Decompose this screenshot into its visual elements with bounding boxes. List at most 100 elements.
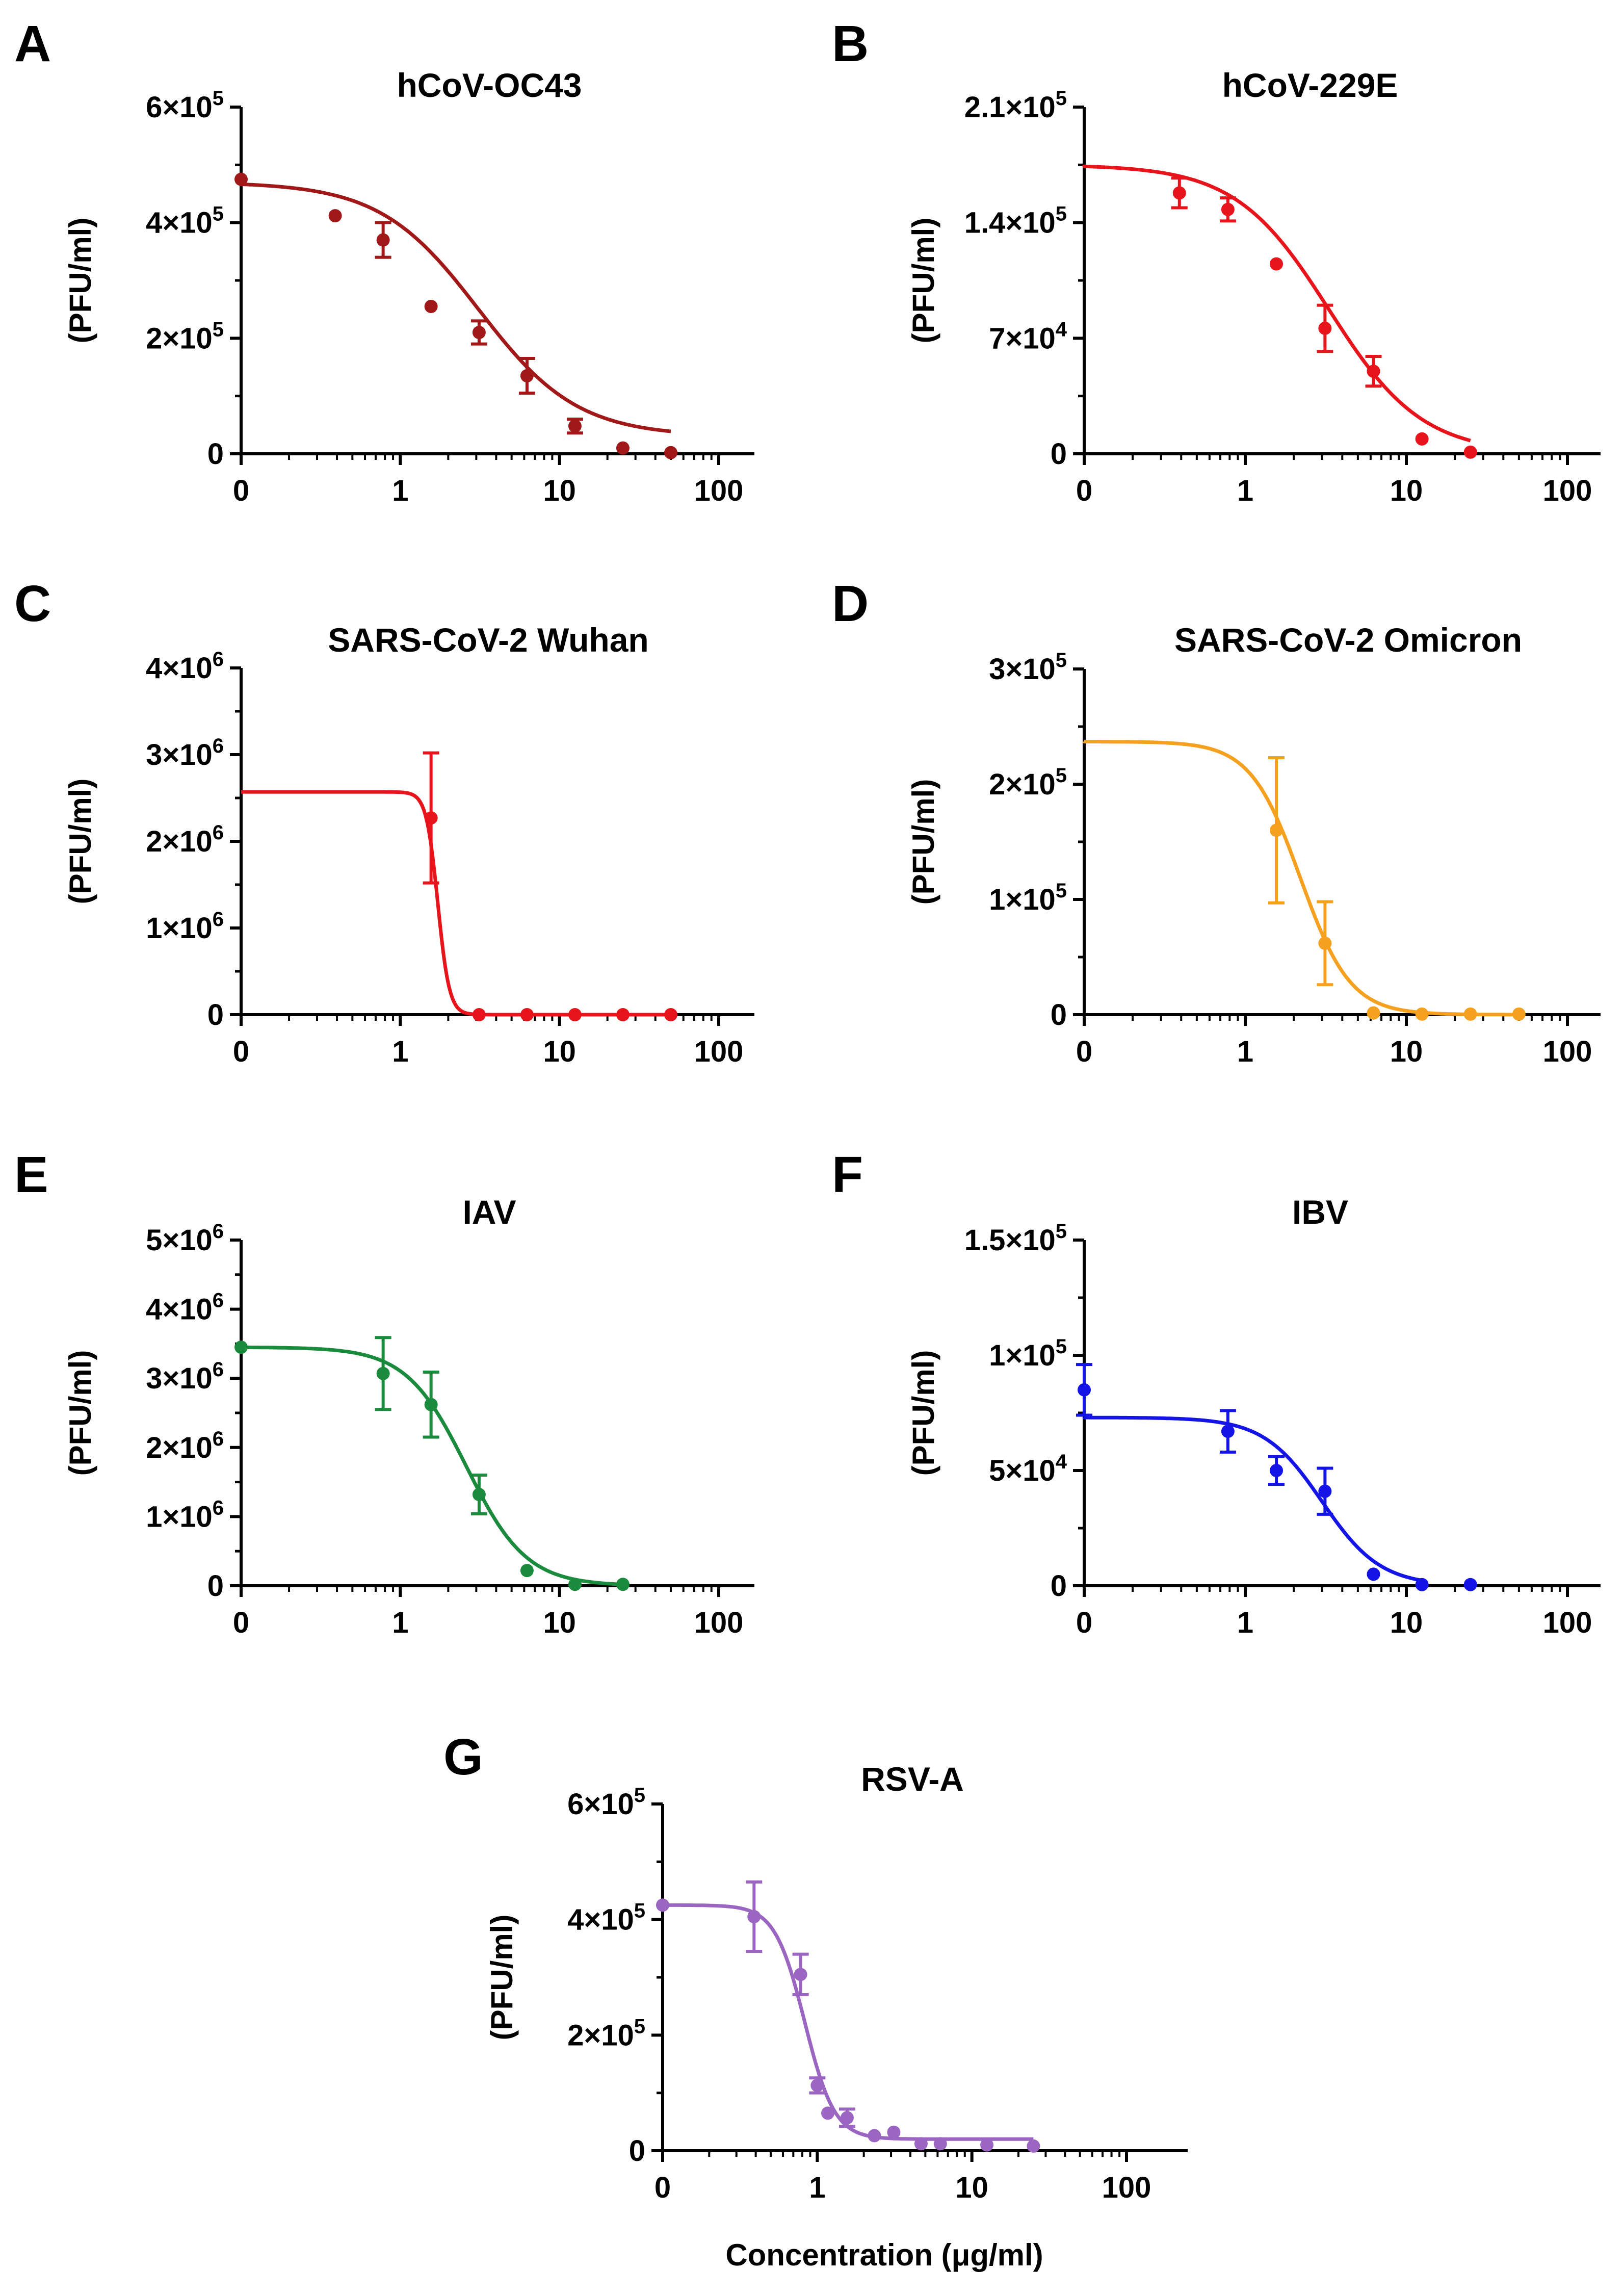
fit-curve <box>1082 740 1519 1017</box>
y-tick-mantissa: 2×10 <box>989 768 1056 801</box>
y-tick-exponent: 5 <box>1056 203 1067 225</box>
y-tick-exponent: 6 <box>213 648 224 671</box>
y-tick-label: 1.4×105 <box>964 203 1067 240</box>
data-point <box>1270 257 1284 271</box>
y-tick-label: 7×104 <box>989 318 1067 355</box>
y-axis-title: (PFU/ml) <box>63 218 97 344</box>
y-tick-mantissa: 0 <box>1051 998 1067 1032</box>
x-tick-label: 10 <box>1390 474 1423 507</box>
y-tick-label: 6×105 <box>146 87 224 124</box>
y-tick-label: 1×106 <box>146 908 224 945</box>
y-tick-mantissa: 4×10 <box>146 652 213 685</box>
y-tick-label: 2×106 <box>146 821 224 858</box>
y-axis-title: (PFU/ml) <box>63 1350 97 1476</box>
y-axis-title: (PFU/ml) <box>63 779 97 905</box>
y-axis-title: (PFU/ml) <box>906 1350 940 1476</box>
x-tick-label: 10 <box>1390 1606 1423 1639</box>
data-point <box>472 1488 486 1502</box>
y-tick-label: 0 <box>207 998 224 1032</box>
y-tick-mantissa: 4×10 <box>146 207 213 240</box>
data-point <box>520 1008 534 1021</box>
data-point <box>1318 936 1332 950</box>
chart-title: RSV-A <box>861 1760 964 1798</box>
x-tick-label: 0 <box>1076 1035 1092 1068</box>
y-tick-mantissa: 2.1×10 <box>964 91 1056 124</box>
data-point <box>1172 186 1186 200</box>
y-tick-label: 0 <box>1051 437 1067 471</box>
data-point <box>616 441 630 455</box>
panel-letter: C <box>14 575 51 632</box>
x-tick-label: 0 <box>654 2171 671 2204</box>
chart-title: SARS-CoV-2 Wuhan <box>328 621 648 659</box>
x-tick-label: 0 <box>233 1035 249 1068</box>
x-axis-title: Concentration (μg/ml) <box>725 2238 1043 2272</box>
data-point <box>1463 1007 1477 1021</box>
y-tick-mantissa: 0 <box>1051 437 1067 471</box>
data-point <box>376 1366 390 1380</box>
fit-curve <box>1082 164 1471 443</box>
y-tick-exponent: 6 <box>213 1290 224 1312</box>
y-tick-exponent: 5 <box>634 1900 645 1922</box>
y-tick-mantissa: 2×10 <box>146 1431 213 1464</box>
y-tick-exponent: 5 <box>1056 880 1067 902</box>
x-tick-label: 100 <box>694 1606 744 1639</box>
y-tick-exponent: 5 <box>1056 1220 1067 1243</box>
y-tick-label: 2×105 <box>146 318 224 355</box>
y-tick-mantissa: 2×10 <box>146 825 213 858</box>
data-point <box>1270 1464 1284 1477</box>
data-point <box>1221 202 1235 216</box>
y-tick-exponent: 5 <box>1056 764 1067 787</box>
fit-curve <box>239 182 671 433</box>
data-point <box>424 811 438 825</box>
y-tick-label: 1×105 <box>989 1335 1067 1372</box>
y-tick-exponent: 6 <box>213 821 224 844</box>
y-tick-exponent: 5 <box>634 1784 645 1807</box>
data-point <box>1367 1567 1380 1581</box>
data-point <box>234 1340 248 1354</box>
y-axis-title: (PFU/ml) <box>906 779 940 905</box>
y-tick-mantissa: 0 <box>207 437 224 471</box>
data-point <box>328 209 342 223</box>
y-tick-mantissa: 0 <box>207 1569 224 1603</box>
data-point <box>568 419 582 433</box>
y-tick-mantissa: 4×10 <box>146 1293 213 1326</box>
y-tick-mantissa: 6×10 <box>146 91 213 124</box>
fit-curve <box>241 790 671 1017</box>
x-tick-label: 10 <box>543 1606 576 1639</box>
y-tick-exponent: 5 <box>1056 649 1067 672</box>
y-tick-exponent: 5 <box>213 318 224 341</box>
y-tick-exponent: 5 <box>634 2015 645 2038</box>
y-tick-mantissa: 5×10 <box>146 1224 213 1257</box>
x-tick-label: 0 <box>1076 474 1092 507</box>
chart-title: IAV <box>462 1193 516 1231</box>
y-tick-mantissa: 2×10 <box>567 2019 634 2052</box>
x-tick-label: 0 <box>233 1606 249 1639</box>
y-tick-label: 0 <box>629 2134 645 2168</box>
data-point <box>664 446 677 459</box>
y-tick-label: 0 <box>207 437 224 471</box>
x-tick-label: 1 <box>392 474 408 507</box>
data-point <box>933 2137 947 2151</box>
y-tick-label: 3×106 <box>146 1358 224 1395</box>
y-tick-exponent: 6 <box>213 1428 224 1450</box>
y-tick-exponent: 6 <box>213 1497 224 1519</box>
x-tick-label: 10 <box>543 1035 576 1068</box>
x-tick-label: 100 <box>1543 1035 1592 1068</box>
y-tick-mantissa: 1.4×10 <box>964 207 1056 240</box>
y-tick-exponent: 5 <box>213 87 224 110</box>
y-tick-label: 0 <box>207 1569 224 1603</box>
data-point <box>980 2138 994 2152</box>
data-point <box>747 1910 761 1923</box>
y-tick-exponent: 4 <box>1056 318 1067 341</box>
data-point <box>1512 1007 1526 1021</box>
y-tick-label: 4×106 <box>146 1290 224 1326</box>
panel-letter: B <box>832 15 869 72</box>
y-tick-label: 2×105 <box>989 764 1067 801</box>
y-tick-label: 3×105 <box>989 649 1067 686</box>
data-point <box>1415 1578 1429 1591</box>
y-tick-exponent: 5 <box>213 203 224 225</box>
